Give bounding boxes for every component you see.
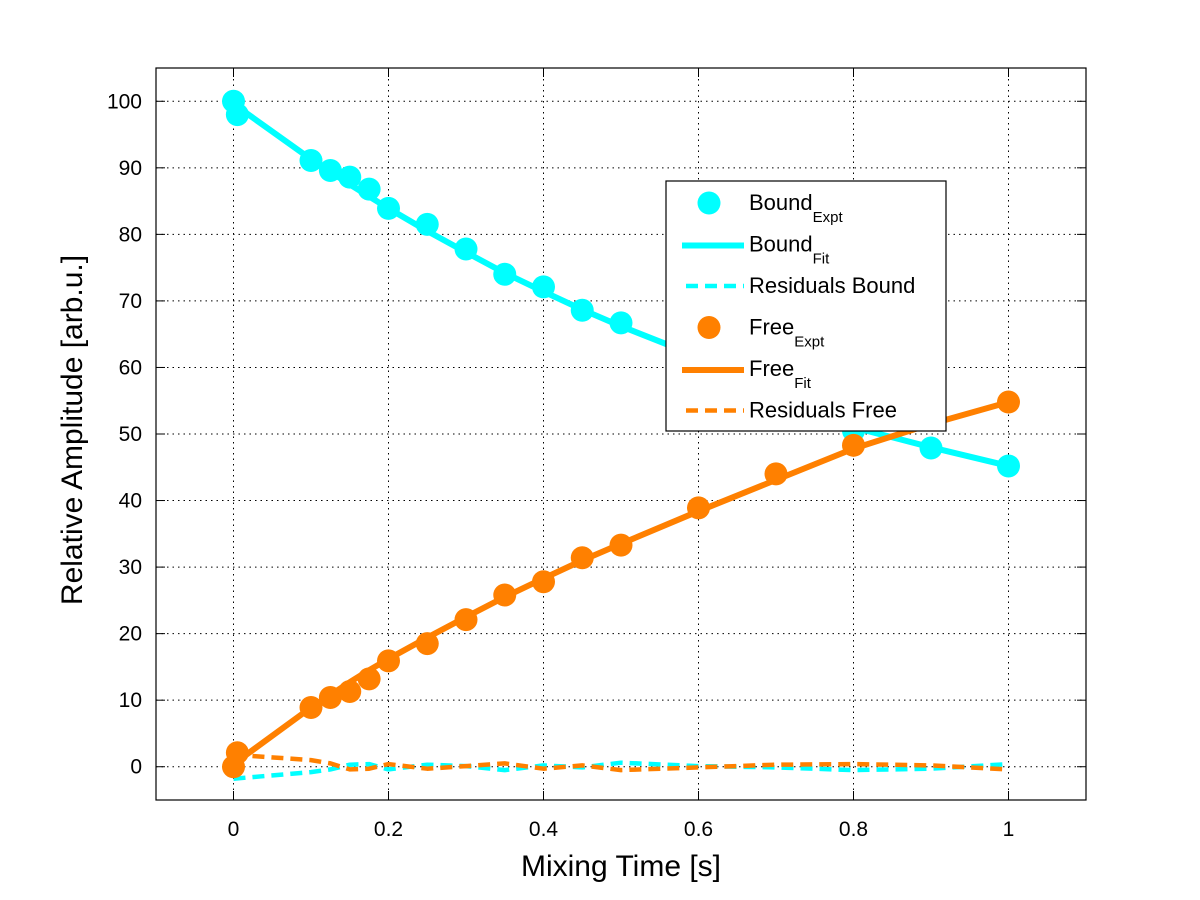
legend-label: BoundExpt xyxy=(749,190,843,226)
data-point-bound-expt xyxy=(609,311,633,335)
data-point-bound-expt xyxy=(919,436,943,460)
data-point-bound-expt xyxy=(454,237,478,261)
legend-item-bound-expt: BoundExpt xyxy=(697,190,843,226)
data-point-free-expt xyxy=(225,741,249,765)
data-point-bound-expt xyxy=(377,196,400,220)
legend-label-subscript: Expt xyxy=(813,209,844,226)
data-point-bound-expt xyxy=(338,165,362,189)
legend-marker-icon xyxy=(697,316,721,339)
data-point-bound-expt xyxy=(997,454,1020,478)
data-point-free-expt xyxy=(997,390,1020,414)
legend-label-main: Residuals Free xyxy=(749,398,897,423)
legend-label-main: Bound xyxy=(749,232,813,257)
y-axis-label: Relative Amplitude [arb.u.] xyxy=(56,255,89,605)
y-tick-label: 90 xyxy=(119,157,142,180)
data-point-free-expt xyxy=(687,496,710,520)
x-tick-label: 0.8 xyxy=(839,818,868,841)
data-point-bound-expt xyxy=(225,103,249,127)
data-point-free-expt xyxy=(338,680,362,704)
data-point-bound-expt xyxy=(493,262,517,286)
y-tick-label: 100 xyxy=(107,90,142,113)
x-tick-label: 0.4 xyxy=(529,818,559,841)
series-free-expt xyxy=(222,390,1020,779)
x-tick-label: 1 xyxy=(1003,818,1015,841)
data-point-free-expt xyxy=(377,649,400,673)
legend-item-bound-fit: BoundFit xyxy=(682,232,830,268)
data-point-free-expt xyxy=(415,632,439,656)
legend-item-residuals-bound: Residuals Bound xyxy=(686,273,915,298)
legend-label-subscript: Fit xyxy=(794,375,811,392)
data-point-bound-expt xyxy=(570,298,594,322)
legend-label-subscript: Fit xyxy=(813,251,830,268)
axis-ticks xyxy=(156,68,1086,800)
data-point-free-expt xyxy=(842,433,865,457)
y-tick-label: 40 xyxy=(119,490,142,513)
data-point-free-expt xyxy=(318,686,342,710)
data-point-bound-expt xyxy=(415,212,439,236)
y-tick-label: 20 xyxy=(119,623,142,646)
plot-frame xyxy=(155,67,1087,801)
data-point-free-expt xyxy=(454,608,478,632)
legend-label: FreeExpt xyxy=(749,315,825,351)
legend-label: FreeFit xyxy=(749,356,812,392)
legend-label-subscript: Expt xyxy=(794,334,825,351)
legend-marker-icon xyxy=(697,191,721,215)
data-point-free-expt xyxy=(532,570,555,594)
data-point-free-expt xyxy=(764,462,788,486)
y-tick-label: 70 xyxy=(119,290,142,313)
x-tick-label: 0.2 xyxy=(374,818,403,841)
legend-label: BoundFit xyxy=(749,232,830,268)
x-tick-label: 0 xyxy=(228,818,240,841)
y-tick-label: 30 xyxy=(119,556,142,579)
plot-area xyxy=(156,68,1086,800)
y-tick-label: 80 xyxy=(119,223,142,246)
x-axis-label: Mixing Time [s] xyxy=(521,850,721,883)
data-point-bound-expt xyxy=(532,275,555,299)
series-line-residuals-free xyxy=(233,752,1009,773)
data-point-free-expt xyxy=(570,546,594,570)
data-point-bound-expt xyxy=(357,177,381,201)
legend-label-main: Bound xyxy=(749,190,813,215)
legend-label: Residuals Free xyxy=(749,398,897,423)
y-tick-label: 60 xyxy=(119,356,142,379)
legend-box xyxy=(665,180,947,432)
legend-item-free-fit: FreeFit xyxy=(682,356,812,392)
y-tick-label: 0 xyxy=(130,756,142,779)
y-tick-label: 10 xyxy=(119,689,142,712)
x-tick-label: 0.6 xyxy=(684,818,713,841)
legend-label-main: Residuals Bound xyxy=(749,273,915,298)
data-point-free-expt xyxy=(493,583,517,607)
data-point-free-expt xyxy=(609,533,633,557)
legend-label: Residuals Bound xyxy=(749,273,915,298)
legend-label-main: Free xyxy=(749,356,794,381)
data-point-free-expt xyxy=(299,696,323,720)
y-tick-label: 50 xyxy=(119,423,142,446)
data-point-bound-expt xyxy=(318,158,342,182)
legend-item-residuals-free: Residuals Free xyxy=(686,398,897,423)
series-residuals-bound xyxy=(233,760,1009,781)
data-point-bound-expt xyxy=(299,148,323,172)
series-line-residuals-bound xyxy=(233,760,1009,781)
data-point-free-expt xyxy=(357,667,381,691)
legend-label-main: Free xyxy=(749,315,794,340)
series-residuals-free xyxy=(233,752,1009,773)
legend-item-free-expt: FreeExpt xyxy=(697,315,825,351)
